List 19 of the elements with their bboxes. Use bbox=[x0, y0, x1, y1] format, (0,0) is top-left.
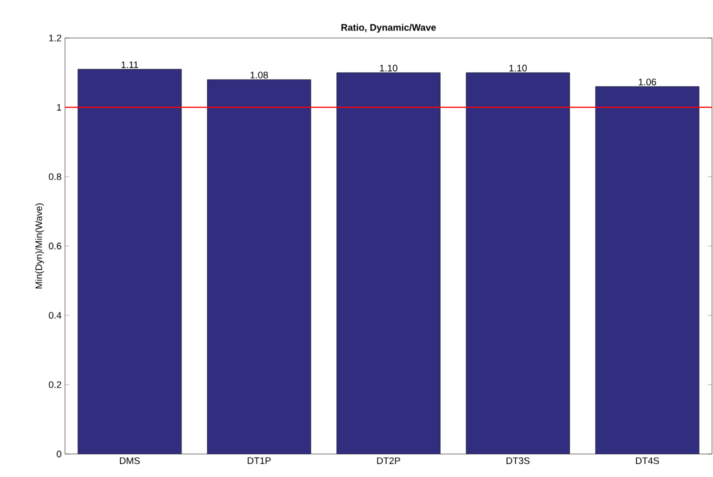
chart-title: Ratio, Dynamic/Wave bbox=[341, 24, 436, 33]
data-label: 1.10 bbox=[509, 64, 527, 72]
data-label: 1.06 bbox=[638, 78, 656, 86]
y-tick-label: 1 bbox=[57, 104, 62, 111]
data-label: 1.11 bbox=[122, 61, 138, 68]
y-tick-label: 0.2 bbox=[48, 381, 62, 388]
x-tick-label: DT3S bbox=[506, 457, 530, 464]
x-tick-label: DT2P bbox=[377, 457, 400, 464]
x-tick-label: DT4S bbox=[636, 457, 659, 464]
y-tick-label: 0.6 bbox=[48, 242, 62, 250]
y-tick-label: 0.4 bbox=[48, 312, 62, 319]
y-tick-label: 1.2 bbox=[49, 34, 62, 42]
x-tick-label: DMS bbox=[120, 457, 140, 464]
y-tick-label: 0 bbox=[56, 450, 62, 458]
data-label: 1.10 bbox=[380, 64, 398, 72]
x-tick-label: DT1P bbox=[248, 457, 271, 464]
data-label: 1.08 bbox=[250, 72, 268, 78]
y-tick-label: 0.8 bbox=[48, 173, 62, 180]
y-axis-title: Min(Dyn)/Min(Wave) bbox=[35, 203, 44, 288]
